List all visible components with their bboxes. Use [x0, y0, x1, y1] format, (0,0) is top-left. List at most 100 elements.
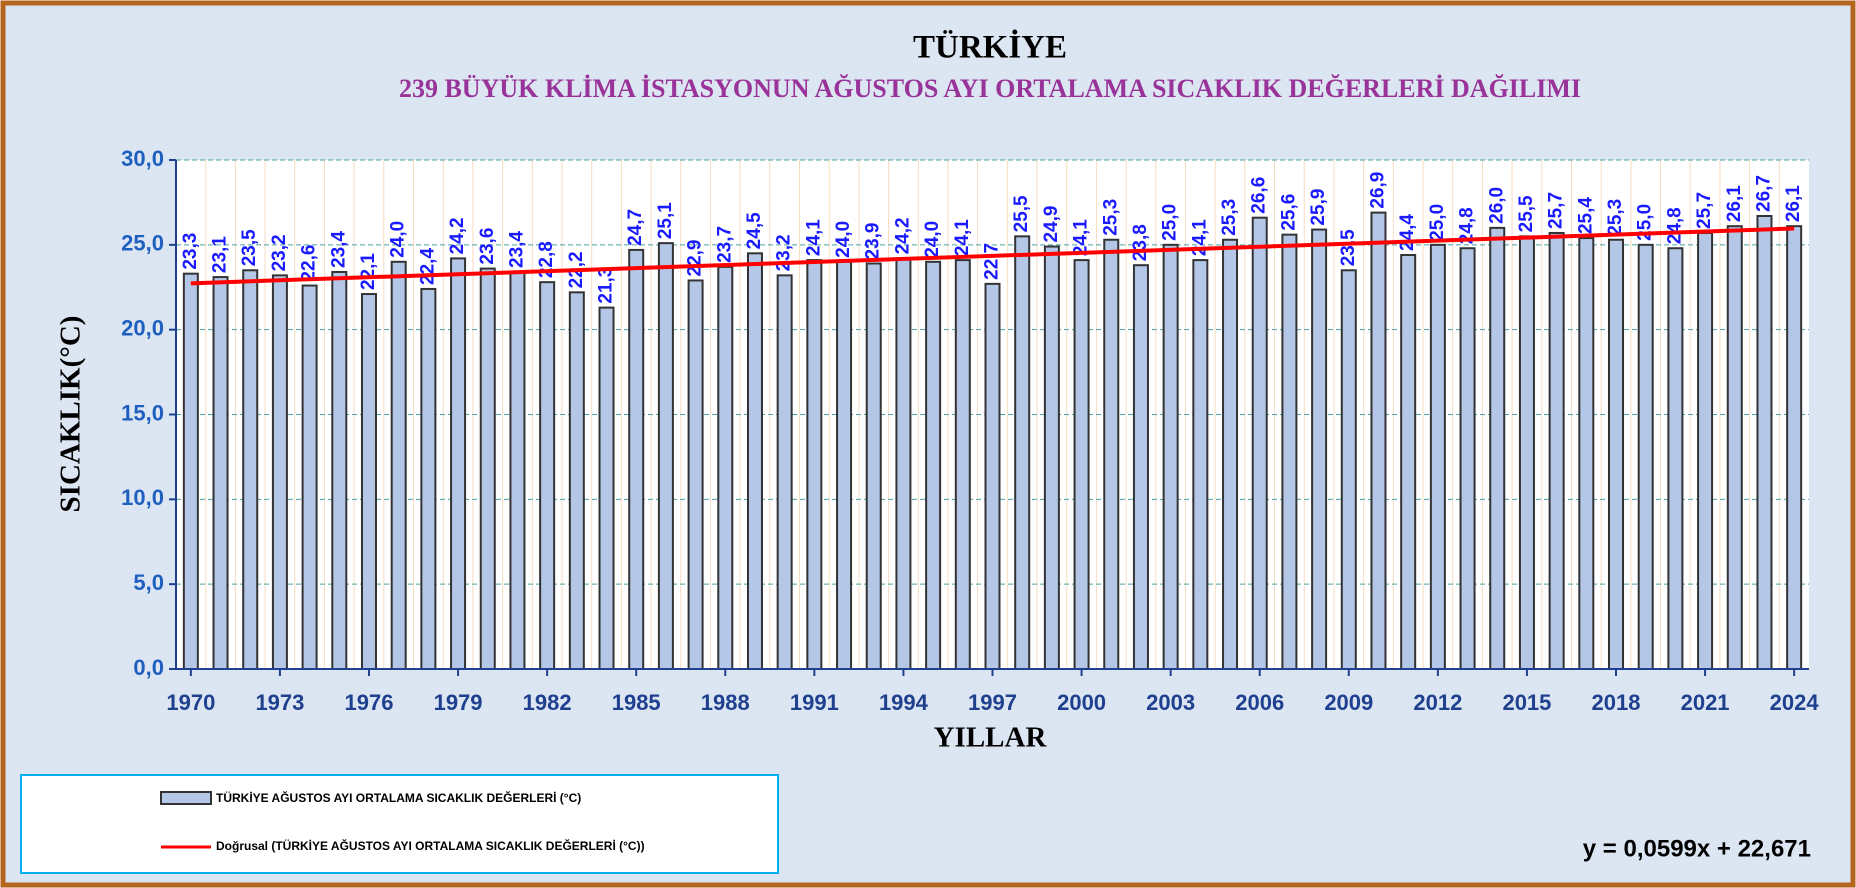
- bar: [420, 287, 437, 670]
- value-label: 23,5: [239, 229, 260, 266]
- bar: [450, 257, 467, 670]
- bar: [1192, 259, 1209, 670]
- bar: [1489, 226, 1506, 670]
- value-label: 26,9: [1367, 172, 1388, 209]
- value-label: 23,7: [714, 226, 735, 263]
- value-label: 22,4: [417, 248, 438, 285]
- bar: [925, 260, 942, 670]
- bar: [776, 274, 793, 670]
- value-label: 24,1: [803, 219, 824, 256]
- bar: [1608, 238, 1625, 670]
- bar: [1281, 233, 1298, 671]
- bar: [865, 262, 882, 670]
- value-label: 24,0: [922, 221, 943, 258]
- x-tick-label: 1973: [255, 690, 304, 715]
- value-label: 25,4: [1575, 197, 1596, 234]
- value-label: 25,3: [1219, 199, 1240, 236]
- x-tick-label: 1985: [612, 690, 661, 715]
- bar: [568, 291, 585, 670]
- x-tick-label: 2006: [1235, 690, 1284, 715]
- bar: [1370, 211, 1387, 670]
- x-axis-label: YILLAR: [934, 722, 1048, 754]
- plot: [169, 159, 1809, 676]
- y-axis-label: SICAKLIK(°C): [55, 316, 87, 513]
- bar: [806, 259, 823, 670]
- x-tick-label: 2024: [1770, 690, 1820, 715]
- value-label: 26,1: [1724, 185, 1745, 222]
- value-label: 24,8: [1457, 207, 1478, 244]
- value-label: 23,9: [863, 223, 884, 260]
- bar: [1132, 264, 1149, 670]
- bar: [301, 284, 318, 670]
- legend-swatch: [160, 791, 212, 805]
- bar: [1756, 214, 1773, 671]
- x-tick-label: 1988: [701, 690, 750, 715]
- value-label: 24,4: [1397, 214, 1418, 251]
- x-tick-label: 1991: [790, 690, 839, 715]
- value-label: 21,3: [596, 267, 617, 304]
- bar: [954, 259, 971, 670]
- bar: [1162, 243, 1179, 670]
- y-tick-label: 20,0: [121, 315, 164, 340]
- value-label: 24,8: [1664, 207, 1685, 244]
- y-tick-label: 5,0: [133, 570, 164, 595]
- chart-title: TÜRKİYE: [913, 28, 1067, 66]
- bar: [479, 267, 496, 670]
- bar: [628, 248, 645, 670]
- trend-equation: y = 0,0599x + 22,671: [1583, 835, 1811, 862]
- value-label: 22,1: [358, 253, 379, 290]
- value-label: 23,3: [180, 233, 201, 270]
- bar: [836, 260, 853, 670]
- bar: [1637, 243, 1654, 670]
- bar: [1518, 235, 1535, 670]
- value-label: 25,3: [1100, 199, 1121, 236]
- bar: [895, 257, 912, 670]
- bar: [1578, 237, 1595, 670]
- value-label: 24,0: [833, 221, 854, 258]
- bar: [1429, 243, 1446, 670]
- value-label: 25,1: [655, 202, 676, 239]
- x-tick-label: 1970: [166, 690, 215, 715]
- value-label: 25,0: [1160, 204, 1181, 241]
- x-tick-label: 2000: [1057, 690, 1106, 715]
- x-tick-label: 1994: [879, 690, 929, 715]
- x-tick-label: 2015: [1502, 690, 1551, 715]
- value-label: 24,2: [447, 217, 468, 254]
- value-label: 23,6: [477, 228, 498, 265]
- value-label: 25,5: [1011, 195, 1032, 232]
- bar: [1697, 231, 1714, 670]
- value-label: 22,8: [536, 241, 557, 278]
- value-label: 24,5: [744, 212, 765, 249]
- bar: [360, 293, 377, 670]
- y-tick-label: 10,0: [121, 485, 164, 510]
- x-tick-label: 1976: [345, 690, 394, 715]
- bar: [182, 272, 199, 670]
- x-tick-label: 2012: [1413, 690, 1462, 715]
- value-label: 24,2: [892, 217, 913, 254]
- value-label: 23,2: [774, 234, 795, 271]
- bar: [746, 252, 763, 670]
- value-label: 25,7: [1694, 192, 1715, 229]
- bar: [1340, 269, 1357, 670]
- bar: [242, 269, 259, 670]
- y-tick-label: 0,0: [133, 655, 164, 680]
- bar: [1103, 238, 1120, 670]
- x-tick-label: 2003: [1146, 690, 1195, 715]
- value-label: 26,7: [1753, 175, 1774, 212]
- value-label: 22,9: [685, 239, 706, 276]
- bar: [1311, 228, 1328, 671]
- value-label: 25,5: [1516, 195, 1537, 232]
- bar: [598, 306, 615, 670]
- value-label: 24,7: [625, 209, 646, 246]
- bar: [1251, 216, 1268, 670]
- bar: [509, 270, 526, 670]
- bar: [1400, 254, 1417, 670]
- bar: [717, 265, 734, 670]
- bar: [1459, 247, 1476, 671]
- value-label: 26,1: [1783, 185, 1804, 222]
- bar: [1014, 235, 1031, 670]
- value-label: 24,9: [1041, 206, 1062, 243]
- x-tick-label: 1982: [523, 690, 572, 715]
- value-label: 25,7: [1546, 192, 1567, 229]
